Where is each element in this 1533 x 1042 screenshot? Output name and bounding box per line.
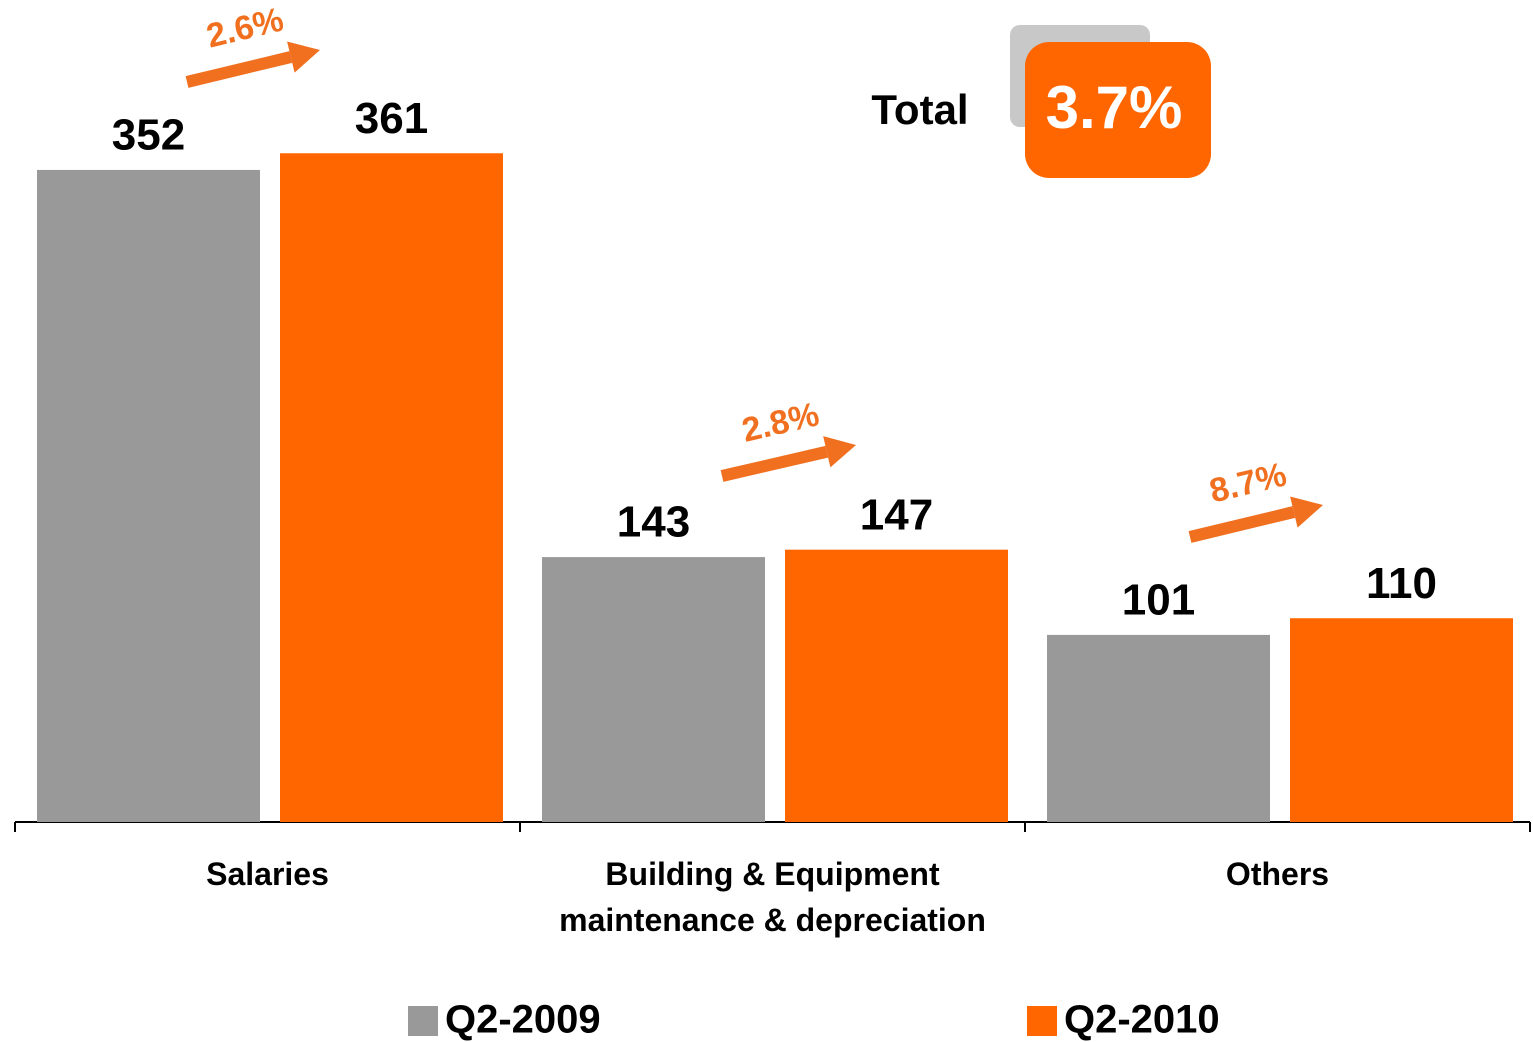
growth-arrow-head xyxy=(823,436,856,468)
growth-arrow xyxy=(720,445,829,482)
total-value: 3.7% xyxy=(1046,74,1183,141)
bar xyxy=(1290,618,1513,822)
legend-swatch xyxy=(408,1006,438,1036)
growth-label: 2.8% xyxy=(739,395,823,449)
x-tick-label: Others xyxy=(1225,856,1330,892)
bar xyxy=(37,169,260,823)
value-label: 110 xyxy=(1366,559,1437,608)
x-tick-label: Building & Equipment maintenance & depre… xyxy=(559,856,986,938)
legend-label: Q2-2010 xyxy=(1064,998,1220,1042)
bar xyxy=(280,153,503,822)
growth-arrow-head xyxy=(287,41,320,73)
legend-label: Q2-2009 xyxy=(445,998,601,1042)
growth-arrow xyxy=(1188,506,1296,543)
growth-arrow xyxy=(185,51,293,88)
growth-arrow-head xyxy=(1290,496,1323,528)
bar xyxy=(1047,634,1270,822)
total-label: Total xyxy=(871,86,968,133)
bar xyxy=(785,549,1008,822)
value-label: 352 xyxy=(112,111,185,160)
total-box xyxy=(1025,42,1211,178)
value-label: 143 xyxy=(617,498,690,547)
growth-label: 8.7% xyxy=(1206,456,1290,511)
value-label: 147 xyxy=(860,490,933,539)
legend-swatch xyxy=(1027,1006,1057,1036)
growth-label: 2.6% xyxy=(203,1,287,56)
value-label: 101 xyxy=(1122,576,1195,625)
value-label: 361 xyxy=(355,94,428,143)
x-tick-label: Salaries xyxy=(206,856,329,892)
bar xyxy=(542,557,765,822)
